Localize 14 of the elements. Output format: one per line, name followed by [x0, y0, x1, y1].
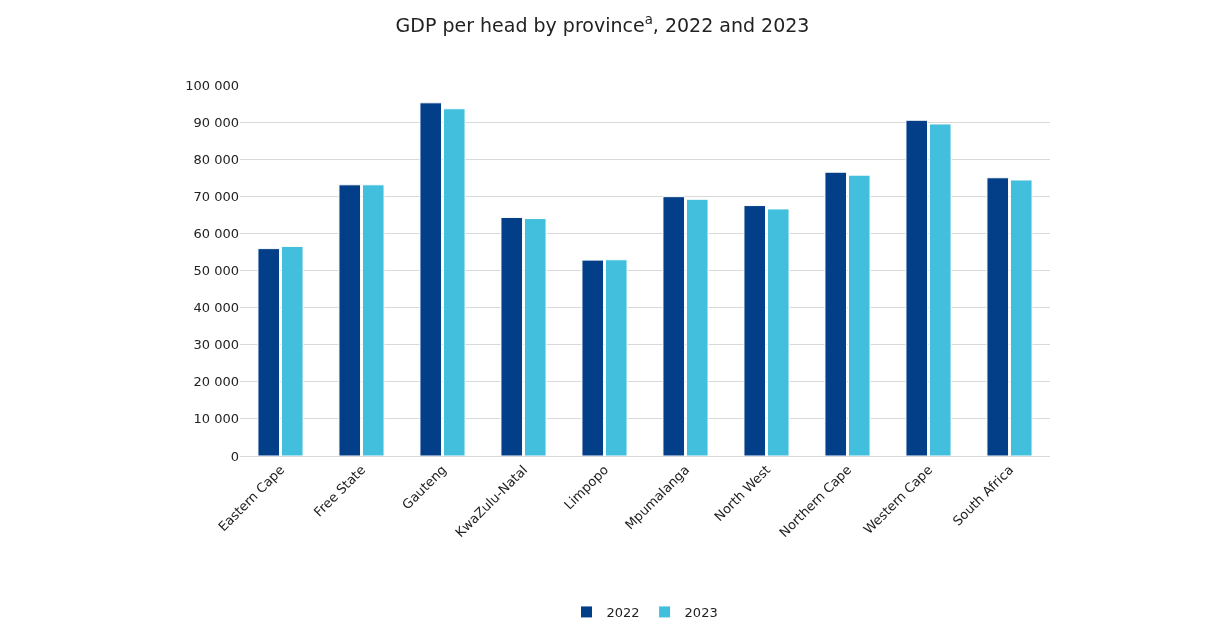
y-tick-label: 100 000: [185, 77, 239, 93]
legend-label: 2023: [684, 605, 718, 620]
y-tick-label: 50 000: [193, 263, 239, 279]
y-tick-label: 90 000: [193, 114, 239, 130]
y-tick-label: 20 000: [193, 374, 239, 390]
y-tick-label: 70 000: [193, 188, 239, 204]
legend-label: 2022: [606, 605, 640, 620]
chart-title: GDP per head by province$^{a}$, 2022 and 2023: [395, 12, 810, 37]
y-tick-label: 30 000: [193, 337, 239, 353]
y-tick-label: 80 000: [193, 151, 239, 167]
y-tick-label: 40 000: [193, 300, 239, 316]
y-tick-label: 60 000: [193, 225, 239, 241]
y-tick-label: 0: [230, 448, 239, 464]
y-tick-label: 10 000: [193, 411, 239, 427]
